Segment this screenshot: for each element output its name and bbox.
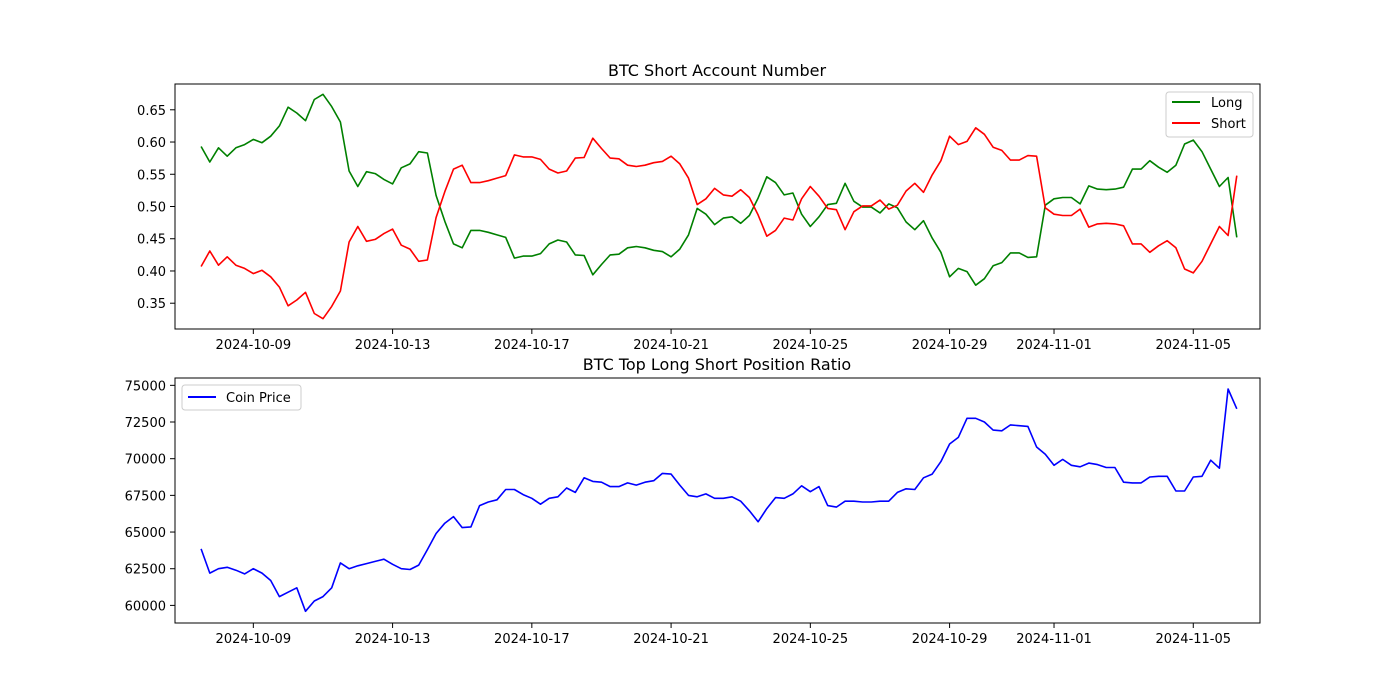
- long-short-chart: BTC Short Account Number 2024-10-09 2024-…: [137, 61, 1261, 353]
- legend: Long Short: [1165, 91, 1254, 138]
- y-tick-label: 62500: [125, 563, 166, 578]
- y-tick-label: 72500: [125, 416, 166, 431]
- coin-price-chart: BTC Top Long Short Position Ratio 2024-1…: [125, 355, 1261, 647]
- series-layer: [200, 388, 1238, 613]
- x-axis: 2024-10-09 2024-10-13 2024-10-17 2024-10-21…: [216, 329, 1231, 353]
- y-tick-label: 75000: [125, 379, 166, 394]
- legend-label-coin-price: Coin Price: [226, 391, 291, 406]
- x-tick-label: 2024-10-29: [912, 632, 988, 647]
- x-tick-label: 2024-11-05: [1155, 632, 1231, 647]
- legend-box: [181, 384, 302, 411]
- x-tick-label: 2024-10-13: [355, 632, 431, 647]
- y-axis: 60000 62500 65000 67500 70000 72500 75000: [125, 379, 175, 614]
- y-tick-label: 65000: [125, 526, 166, 541]
- x-tick-label: 2024-10-09: [216, 632, 292, 647]
- series-line-long: [200, 93, 1238, 287]
- x-tick-label: 2024-11-05: [1155, 338, 1231, 353]
- y-tick-label: 67500: [125, 489, 166, 504]
- series-line-short: [200, 127, 1238, 320]
- y-tick-label: 60000: [125, 599, 166, 614]
- y-tick-label: 0.65: [137, 104, 166, 119]
- chart-title: BTC Top Long Short Position Ratio: [583, 355, 851, 374]
- y-tick-label: 70000: [125, 453, 166, 468]
- x-tick-label: 2024-10-25: [773, 338, 849, 353]
- plot-frame: [174, 83, 1261, 330]
- legend: Coin Price: [181, 384, 302, 411]
- legend-box: [1165, 91, 1254, 138]
- x-tick-label: 2024-10-17: [494, 632, 570, 647]
- y-tick-label: 0.45: [137, 233, 166, 248]
- x-tick-label: 2024-10-21: [633, 632, 709, 647]
- plot-frame: [174, 377, 1261, 624]
- x-tick-label: 2024-11-01: [1016, 338, 1092, 353]
- x-tick-label: 2024-10-21: [633, 338, 709, 353]
- x-tick-label: 2024-10-25: [773, 632, 849, 647]
- x-tick-label: 2024-11-01: [1016, 632, 1092, 647]
- y-tick-label: 0.40: [137, 265, 166, 280]
- x-tick-label: 2024-10-17: [494, 338, 570, 353]
- series-line-coin-price: [200, 388, 1238, 613]
- y-tick-label: 0.55: [137, 168, 166, 183]
- legend-label-long: Long: [1211, 96, 1242, 111]
- chart-title: BTC Short Account Number: [608, 61, 826, 80]
- y-tick-label: 0.35: [137, 297, 166, 312]
- x-tick-label: 2024-10-09: [216, 338, 292, 353]
- y-axis: 0.35 0.40 0.45 0.50 0.55 0.60 0.65: [137, 104, 175, 312]
- x-tick-label: 2024-10-29: [912, 338, 988, 353]
- y-tick-label: 0.60: [137, 136, 166, 151]
- x-tick-label: 2024-10-13: [355, 338, 431, 353]
- legend-label-short: Short: [1211, 117, 1246, 132]
- y-tick-label: 0.50: [137, 201, 166, 216]
- x-axis: 2024-10-09 2024-10-13 2024-10-17 2024-10-21…: [216, 623, 1231, 647]
- series-layer: [200, 93, 1238, 320]
